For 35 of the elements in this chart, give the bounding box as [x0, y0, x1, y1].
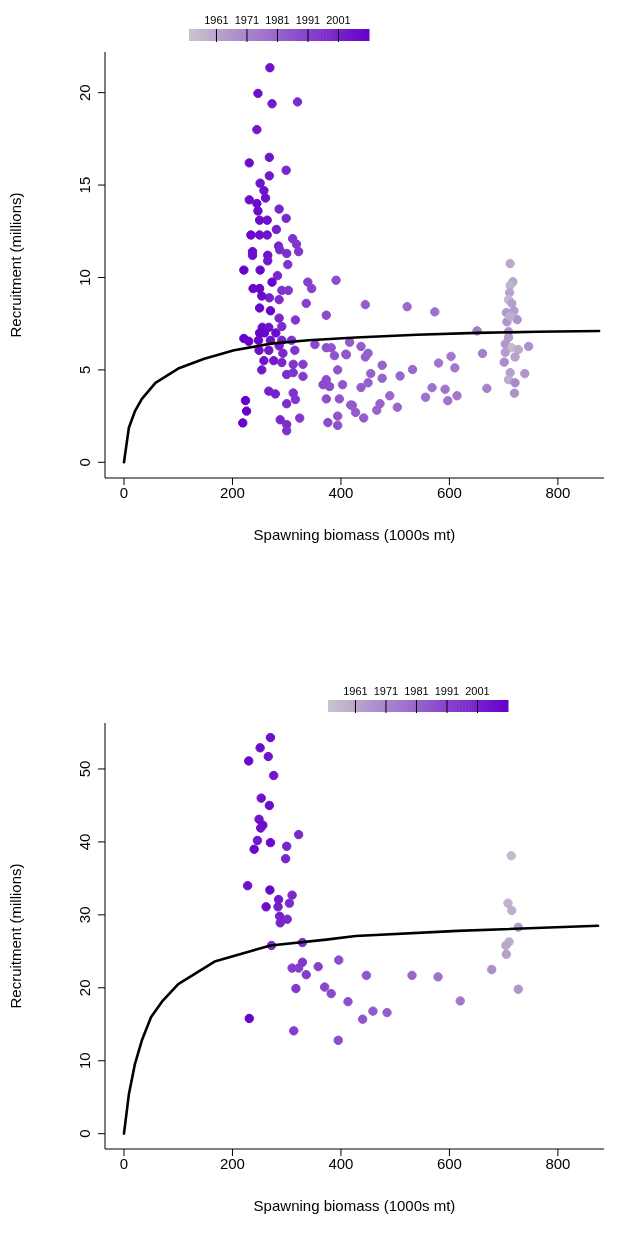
x-tick-label: 800: [545, 1154, 571, 1172]
y-tick-label: 10: [76, 269, 93, 286]
color-bar-label: 1971: [373, 685, 399, 697]
y-axis-title: Recruitment (millions): [7, 863, 25, 1009]
x-tick-label: 600: [436, 1154, 462, 1172]
x-tick-label: 400: [328, 483, 354, 501]
x-tick-label: 0: [119, 1154, 129, 1172]
x-tick-label: 200: [219, 1154, 245, 1172]
color-bar-label: 1991: [434, 685, 460, 697]
color-bar-label: 1981: [265, 14, 290, 26]
color-bar-label: 1981: [404, 685, 429, 697]
color-bar-label: 1961: [204, 14, 229, 26]
x-tick-label: 400: [328, 1154, 354, 1172]
x-axis-title: Spawning biomass (1000s mt): [253, 526, 456, 543]
y-tick-label: 10: [76, 1052, 93, 1070]
x-tick-label: 600: [436, 483, 462, 501]
y-tick-label: 50: [76, 760, 93, 778]
y-tick-label: 20: [76, 979, 93, 997]
y-tick-label: 0: [76, 1129, 93, 1138]
y-tick-label: 0: [76, 458, 93, 467]
y-axis-title: Recruitment (millions): [7, 192, 25, 338]
y-tick-label: 5: [76, 365, 93, 375]
y-tick-label: 20: [76, 84, 93, 101]
x-axis-title: Spawning biomass (1000s mt): [253, 1197, 456, 1214]
color-bar-label: 2001: [465, 685, 490, 697]
x-tick-label: 200: [219, 483, 245, 501]
x-tick-label: 0: [119, 483, 129, 501]
color-bar-label: 1971: [234, 14, 260, 26]
color-bar-label: 2001: [326, 14, 351, 26]
x-tick-label: 800: [545, 483, 571, 501]
y-tick-label: 15: [76, 176, 93, 194]
color-bar-label: 1961: [343, 685, 368, 697]
y-tick-label: 30: [76, 906, 93, 924]
y-tick-label: 40: [76, 833, 93, 851]
color-bar-label: 1991: [295, 14, 321, 26]
